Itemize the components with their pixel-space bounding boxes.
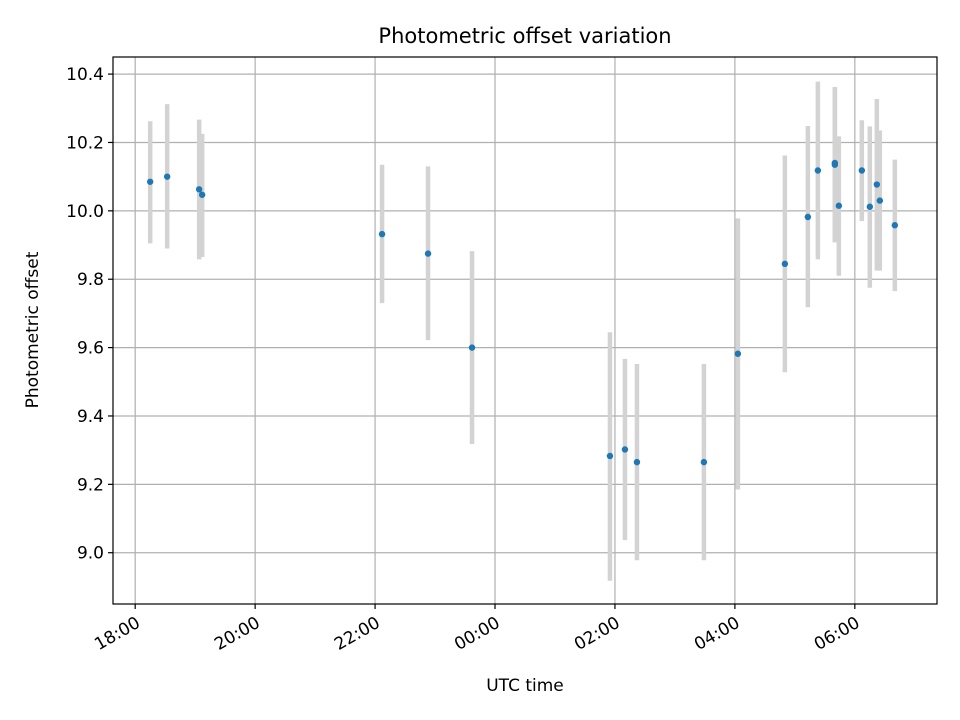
data-point — [814, 167, 822, 174]
data-point — [606, 452, 614, 460]
data-point — [876, 197, 884, 204]
data-point — [146, 178, 154, 185]
data-point — [378, 230, 386, 238]
data-point — [198, 191, 206, 198]
data-point — [804, 213, 812, 221]
data-point — [468, 344, 476, 351]
data-point — [866, 203, 874, 210]
data-point — [858, 167, 866, 174]
y-tick-label: 9.2 — [77, 475, 104, 495]
y-tick-label: 10.0 — [66, 202, 104, 222]
data-point — [835, 202, 843, 209]
y-tick-label: 9.6 — [77, 339, 104, 359]
markers — [146, 159, 899, 466]
data-point — [195, 186, 203, 193]
y-tick-label: 9.4 — [77, 407, 104, 427]
x-axis-title: UTC time — [486, 676, 564, 696]
data-point — [891, 222, 899, 229]
data-point — [621, 446, 629, 453]
data-point — [831, 159, 839, 167]
data-point — [424, 250, 432, 257]
y-tick-label: 9.8 — [77, 270, 104, 290]
y-axis-title: Photometric offset — [23, 251, 43, 408]
y-axis: 9.0 9.2 9.4 9.6 9.8 10.0 10.2 10.4 — [66, 65, 113, 564]
chart-title: Photometric offset variation — [378, 24, 671, 48]
y-tick-label: 10.4 — [66, 65, 104, 85]
data-point — [633, 458, 641, 466]
y-tick-label: 9.0 — [77, 544, 104, 564]
plot-frame — [112, 56, 938, 605]
data-point — [873, 181, 881, 188]
grid — [113, 57, 937, 604]
data-point — [163, 173, 171, 180]
data-point — [734, 350, 742, 357]
y-tick-label: 10.2 — [66, 133, 104, 153]
data-point — [700, 458, 708, 466]
data-point — [781, 260, 789, 268]
